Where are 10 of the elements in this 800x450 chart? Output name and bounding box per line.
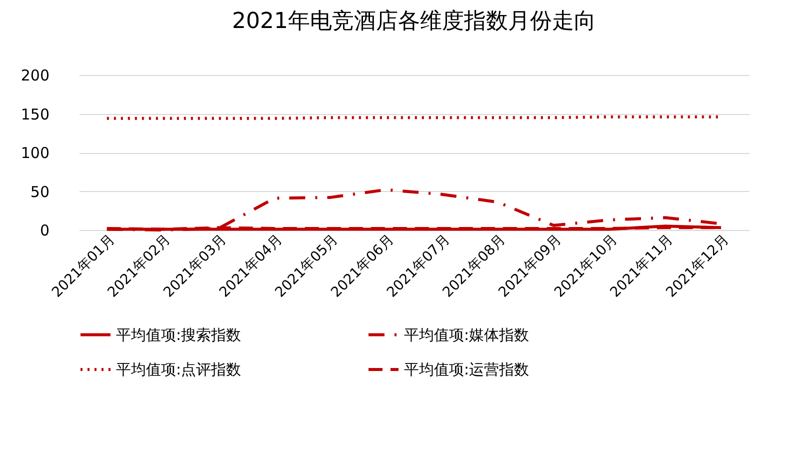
y-tick-label: 100	[20, 144, 50, 162]
legend-label: 平均值项:搜索指数	[116, 326, 242, 344]
y-tick-label: 200	[20, 66, 50, 84]
chart-title: 2021年电竞酒店各维度指数月份走向	[232, 9, 596, 34]
y-tick-label: 50	[30, 182, 50, 201]
y-tick-label: 0	[40, 222, 50, 240]
legend-label: 平均值项:媒体指数	[404, 326, 530, 344]
legend-label: 平均值项:点评指数	[116, 360, 242, 378]
legend-label: 平均值项:运营指数	[404, 360, 530, 378]
y-tick-label: 150	[20, 105, 50, 124]
